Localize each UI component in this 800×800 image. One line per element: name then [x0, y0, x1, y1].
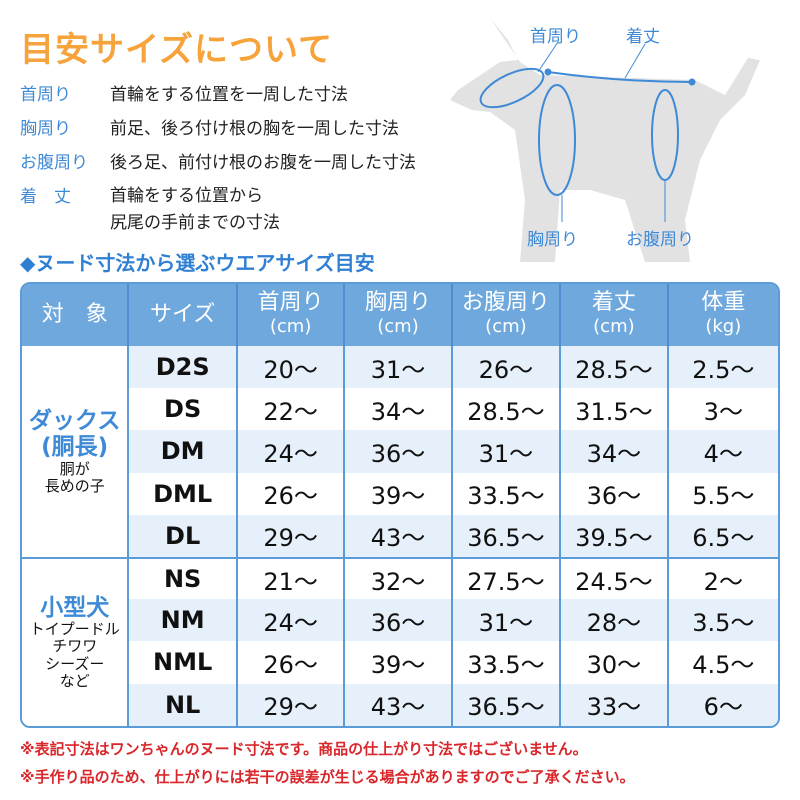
column-header: 対 象: [22, 284, 130, 346]
column-header: 胸周り (cm): [345, 284, 453, 346]
value-cell: 27.5～: [452, 556, 562, 600]
value-cell: 31～: [345, 346, 453, 389]
value-cell: 32～: [345, 556, 453, 600]
column-header: 首周り (cm): [237, 284, 346, 346]
definitions: 首周り 首輪をする位置を一周した寸法 胸周り 前足、後ろ付け根の胸を一周した寸法 お…: [20, 78, 416, 237]
value-cell: 31～: [452, 599, 562, 642]
size-cell: NS: [129, 556, 238, 600]
value-cell: 39～: [345, 472, 453, 515]
column-header: 体重 (kg): [668, 284, 778, 346]
size-table: 対 象サイズ 首周り (cm) 胸周り (cm) お腹周り (cm) 着丈 (cm) 体重 (kg)…: [20, 282, 780, 728]
size-cell: NM: [129, 599, 238, 642]
value-cell: 21～: [237, 556, 346, 600]
value-cell: 28.5～: [561, 346, 669, 389]
size-cell: DM: [129, 430, 238, 473]
value-cell: 4.5～: [692, 650, 755, 679]
table-row: 小型犬 トイプードル チワワ シーズー など NS 21～ 32～ 27.5～ 24.5～ 2～: [22, 556, 778, 726]
value-cell: 6.5～: [668, 514, 778, 557]
diagram-label-neck: 首周り: [530, 27, 581, 47]
value-cell: 39～: [345, 641, 453, 684]
value-cell: 24～: [237, 599, 346, 642]
table-row: NL 29～ 43～ 36.5～ 33～ 6～: [22, 683, 778, 726]
diagram-label-belly: お腹周り: [626, 230, 694, 250]
definition-length: 着 丈首輪をする位置から 尻尾の手前までの寸法: [20, 186, 280, 233]
value-cell: 24.5～: [561, 556, 669, 600]
size-cell: DML: [129, 472, 238, 515]
value-cell: 33～: [561, 683, 669, 726]
value-cell: 34～: [345, 388, 453, 431]
dog-silhouette: [450, 18, 760, 262]
value-cell: 34～: [561, 430, 669, 473]
value-cell: 30～: [561, 641, 669, 684]
value-cell: 33.5～: [453, 641, 562, 684]
table-row: NM 24～ 36～ 31～ 28～ 3.5～: [22, 599, 778, 642]
value-cell: 28～: [561, 599, 669, 642]
column-header: お腹周り (cm): [452, 284, 562, 346]
diagram-label-length: 着丈: [626, 27, 660, 47]
value-cell: 4～: [668, 430, 778, 473]
table-header: 対 象サイズ 首周り (cm) 胸周り (cm) お腹周り (cm) 着丈 (cm) 体重 (kg): [22, 284, 778, 346]
value-cell: 26～: [452, 346, 562, 389]
value-cell: 36～: [345, 430, 453, 473]
value-cell: 3.5～: [668, 599, 778, 642]
size-cell: NL: [129, 683, 238, 726]
value-cell: 29～: [237, 683, 346, 726]
value-cell: 5.5～: [692, 482, 755, 511]
value-cell: 36～: [561, 472, 669, 515]
group-label: ダックス (胴長) 胴が 長めの子: [22, 346, 130, 557]
note-2: ※手作り品のため、仕上がりには若干の誤差が生じる場合がありますのでご了承ください…: [20, 768, 635, 786]
table-row: NML 26～ 39～ 33.5～ 30～ 4.5～: [22, 641, 778, 684]
value-cell: 22～: [238, 388, 346, 431]
value-cell: 26～: [238, 641, 346, 684]
dog-diagram: [450, 18, 760, 262]
size-cell: DS: [129, 388, 238, 431]
value-cell: 36～: [345, 599, 453, 642]
table-row: DL 29～ 43～ 36.5～ 39.5～ 6.5～: [22, 514, 778, 557]
group-label: 小型犬 トイプードル チワワ シーズー など: [22, 556, 130, 726]
value-cell: 24～: [237, 430, 346, 473]
value-cell: 36.5～: [452, 514, 562, 557]
definition-chest: 胸周り 前足、後ろ付け根の胸を一周した寸法: [20, 119, 399, 139]
value-cell: 3～: [703, 397, 743, 426]
value-cell: 36.5～: [452, 683, 562, 726]
value-cell: 43～: [345, 514, 453, 557]
value-cell: 31.5～: [561, 388, 669, 431]
size-cell: NML: [129, 641, 238, 684]
definition-neck: 首周り 首輪をする位置を一周した寸法: [20, 85, 348, 105]
section-subtitle: ◆ヌード寸法から選ぶウエアサイズ目安: [20, 251, 375, 275]
table-row: DM 24～ 36～ 31～ 34～ 4～: [22, 430, 778, 473]
table-row: ダックス (胴長) 胴が 長めの子 D2S 20～ 31～ 26～ 28.5～ 2.5～: [22, 346, 778, 557]
value-cell: 31～: [452, 430, 562, 473]
table-row: DS 22～ 34～ 28.5～ 31.5～ 3～: [22, 388, 778, 431]
page-title: 目安サイズについて: [20, 30, 333, 70]
size-cell: DL: [129, 514, 238, 557]
diagram-label-chest: 胸周り: [527, 230, 578, 250]
table-row: DML 26～ 39～ 33.5～ 36～ 5.5～: [22, 472, 778, 515]
value-cell: 28.5～: [453, 388, 562, 431]
size-cell: D2S: [129, 346, 238, 389]
value-cell: 20～: [237, 346, 346, 389]
note-1: ※表記寸法はワンちゃんのヌード寸法です。商品の仕上がり寸法ではございません。: [20, 740, 588, 758]
column-header: サイズ: [129, 284, 238, 346]
value-cell: 2～: [668, 556, 778, 599]
column-header: 着丈 (cm): [561, 284, 669, 346]
value-cell: 26～: [238, 472, 346, 515]
value-cell: 33.5～: [453, 472, 562, 515]
value-cell: 29～: [237, 514, 346, 557]
value-cell: 2.5～: [668, 346, 778, 389]
definition-belly: お腹周り 後ろ足、前付け根のお腹を一周した寸法: [20, 153, 416, 173]
value-cell: 43～: [345, 683, 453, 726]
value-cell: 6～: [668, 683, 778, 726]
value-cell: 39.5～: [561, 514, 669, 557]
